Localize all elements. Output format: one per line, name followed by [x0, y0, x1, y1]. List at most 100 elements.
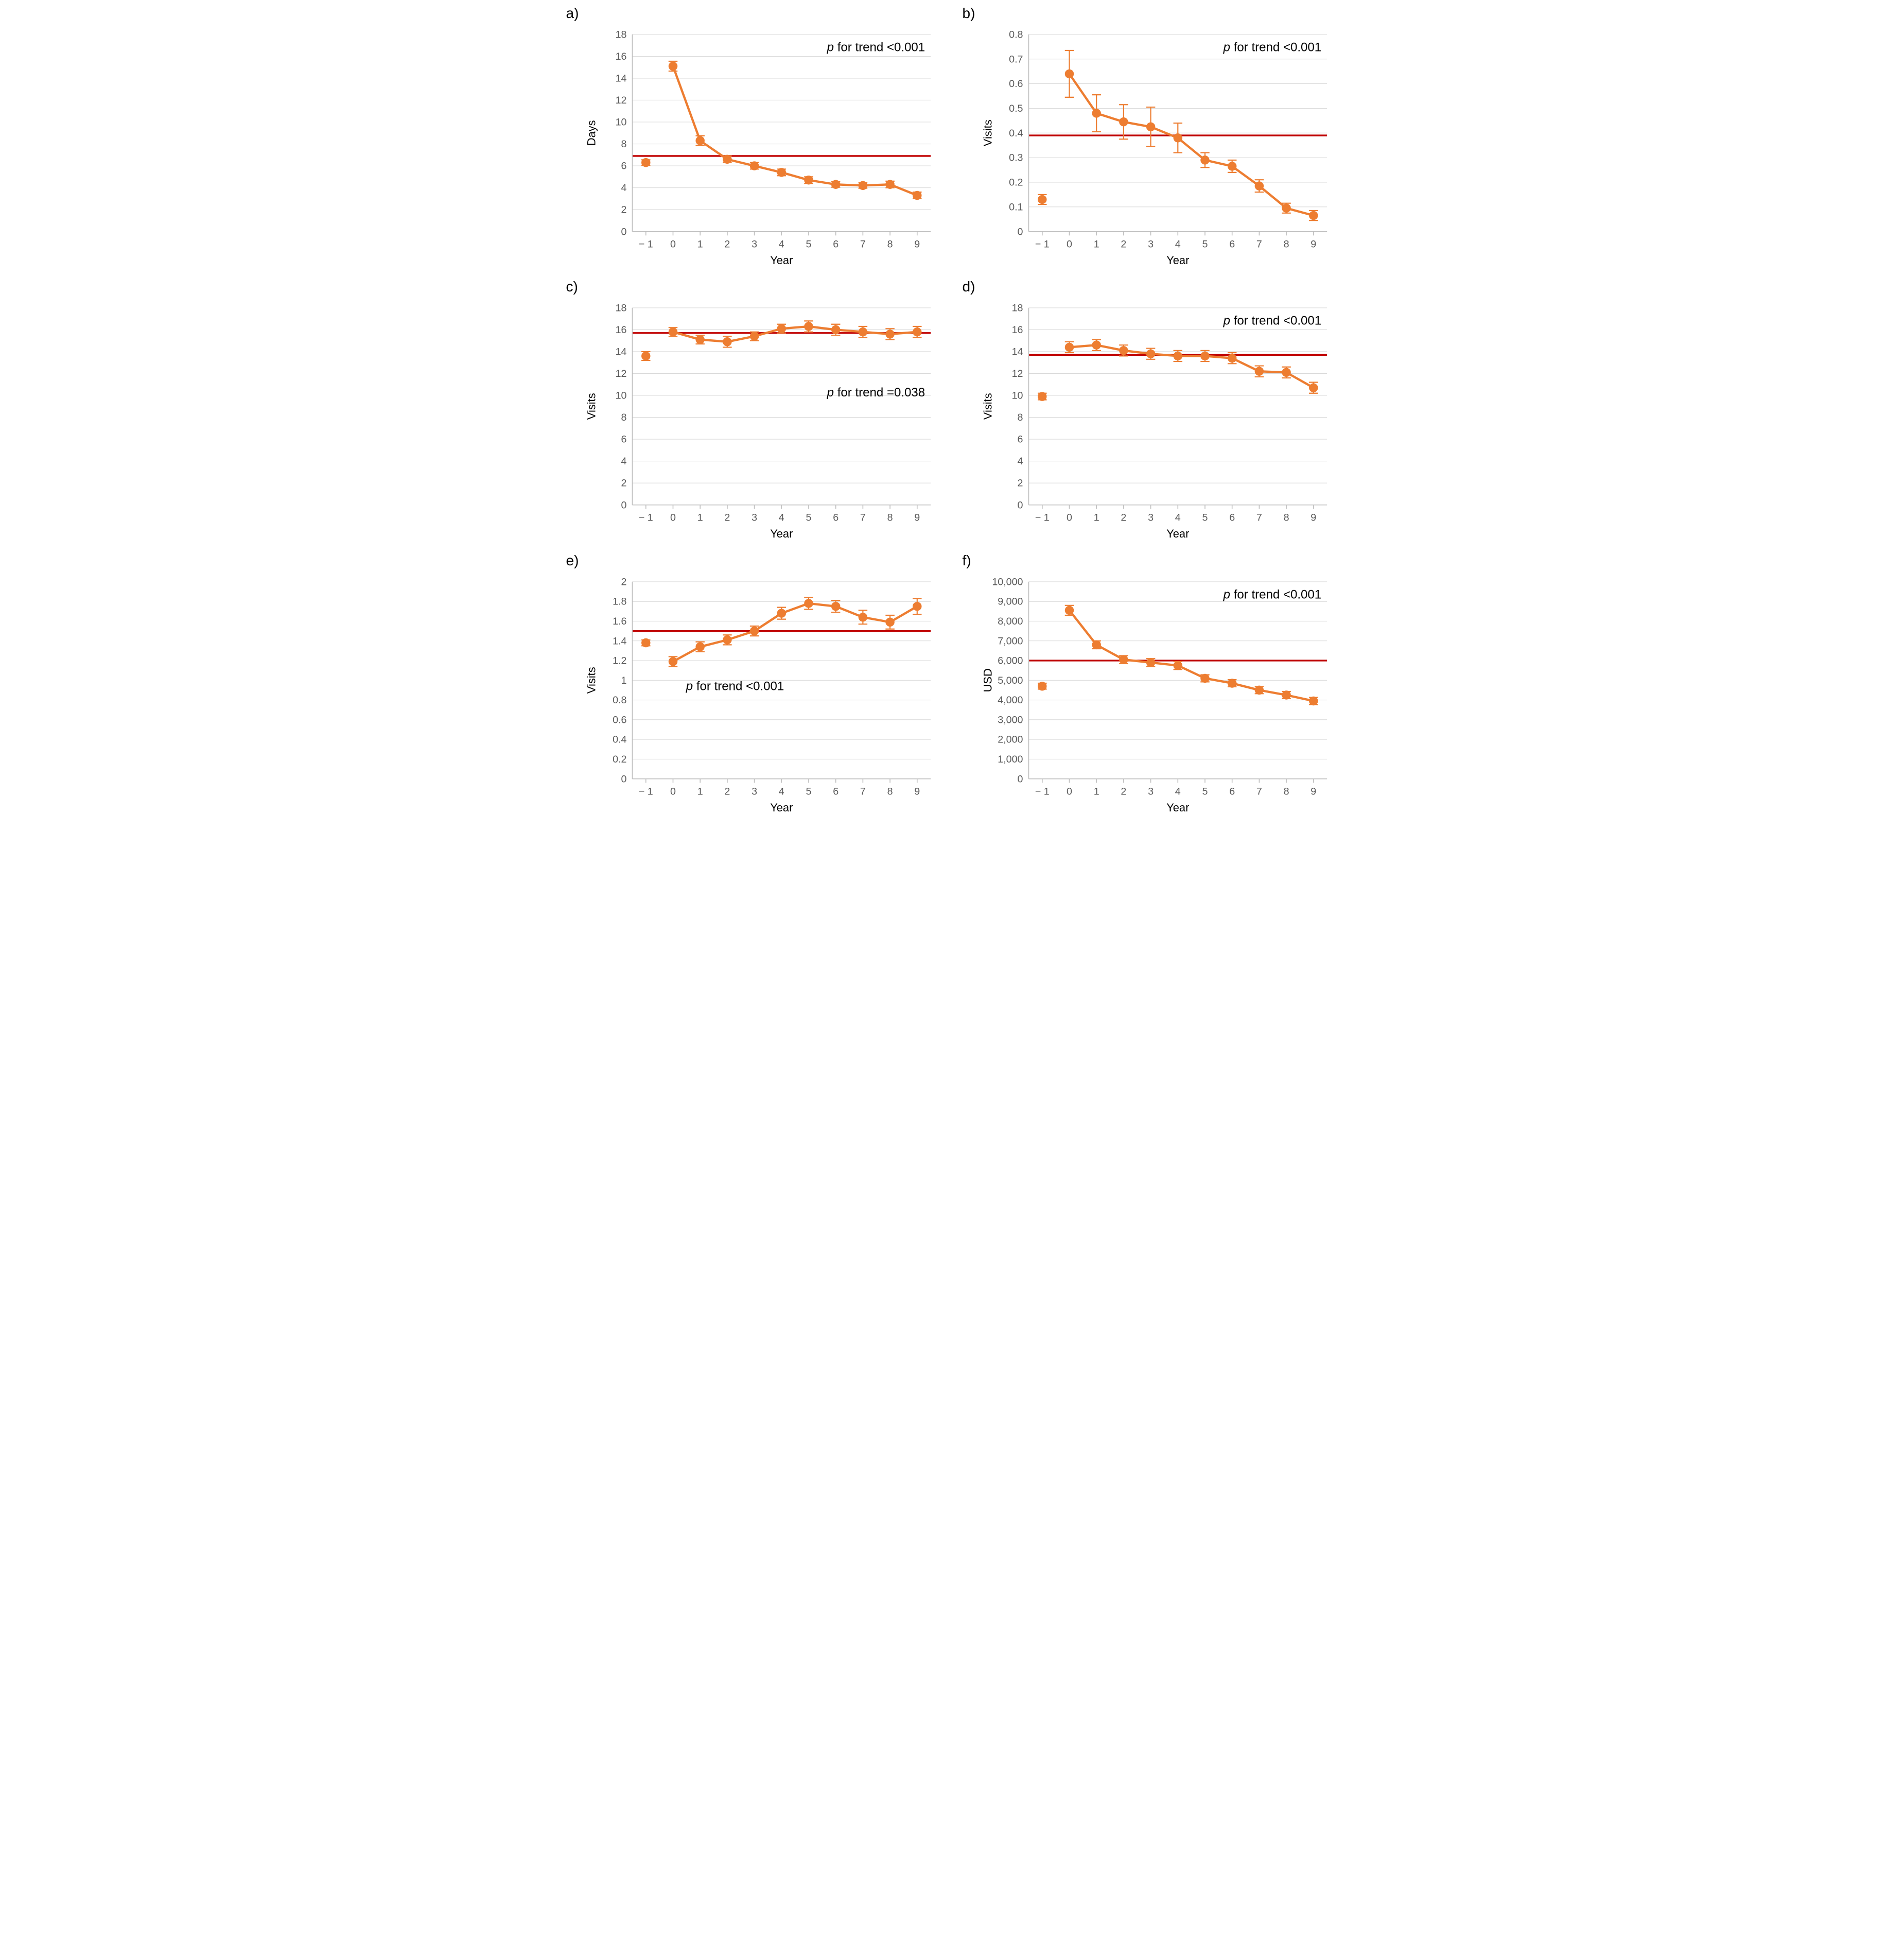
- x-tick-label: − 1: [1035, 238, 1049, 250]
- y-tick-label: 6: [1017, 434, 1023, 445]
- x-tick-label: 2: [724, 786, 730, 797]
- data-marker: [1201, 674, 1209, 682]
- data-marker: [1092, 640, 1100, 648]
- x-tick-label: − 1: [1035, 512, 1049, 524]
- panel-b: b)00.10.20.30.40.50.60.70.8− 10123456789…: [963, 10, 1338, 273]
- x-axis-label: Year: [770, 254, 793, 267]
- x-tick-label: 6: [833, 238, 839, 250]
- data-marker: [859, 613, 866, 621]
- y-tick-label: 0.1: [1009, 201, 1023, 213]
- panel-label: f): [963, 552, 971, 569]
- y-tick-label: 0.2: [1009, 177, 1023, 188]
- data-marker: [1309, 384, 1317, 392]
- data-marker: [750, 333, 758, 340]
- data-marker: [913, 192, 921, 199]
- x-tick-label: 2: [724, 238, 730, 250]
- y-tick-label: 0.4: [1009, 128, 1023, 139]
- data-marker: [1065, 606, 1073, 614]
- x-tick-label: 8: [1283, 512, 1289, 524]
- panel-e: e)00.20.40.60.811.21.41.61.82− 101234567…: [566, 558, 942, 821]
- x-tick-label: 0: [670, 238, 676, 250]
- panel-a: a)024681012141618− 10123456789YearDaysp …: [566, 10, 942, 273]
- chart-a: 024681012141618− 10123456789YearDaysp fo…: [582, 23, 942, 271]
- data-marker: [1146, 659, 1154, 666]
- y-tick-label: 14: [615, 347, 626, 358]
- y-tick-label: 0.6: [613, 714, 626, 725]
- chart-grid: a)024681012141618− 10123456789YearDaysp …: [566, 10, 1338, 821]
- data-marker: [642, 159, 650, 166]
- data-marker: [859, 182, 866, 189]
- y-tick-label: 0.8: [613, 695, 626, 706]
- y-tick-label: 6: [621, 161, 626, 172]
- y-tick-label: 18: [1011, 303, 1023, 314]
- y-tick-label: 8: [621, 138, 626, 150]
- data-marker: [1282, 691, 1290, 699]
- y-tick-label: 1.4: [613, 635, 626, 647]
- y-tick-label: 14: [615, 73, 626, 84]
- x-tick-label: 7: [860, 786, 865, 797]
- data-marker: [1038, 393, 1046, 401]
- y-tick-label: 4: [621, 182, 626, 194]
- x-tick-label: 7: [860, 238, 865, 250]
- y-axis-label: USD: [981, 668, 994, 692]
- y-tick-label: 2: [621, 576, 626, 587]
- y-axis-label: Days: [585, 120, 598, 146]
- data-marker: [750, 162, 758, 169]
- x-tick-label: 3: [752, 786, 757, 797]
- y-tick-label: 3,000: [998, 714, 1023, 725]
- y-axis-label: Visits: [585, 667, 598, 694]
- y-axis-label: Visits: [585, 393, 598, 420]
- data-marker: [1038, 196, 1046, 203]
- p-trend-annotation: p for trend <0.001: [685, 679, 784, 693]
- data-marker: [1092, 341, 1100, 349]
- x-tick-label: 2: [724, 512, 730, 524]
- data-marker: [1146, 123, 1154, 131]
- x-tick-label: 1: [1093, 512, 1099, 524]
- y-tick-label: 7,000: [998, 635, 1023, 647]
- x-tick-label: 5: [1202, 512, 1208, 524]
- x-tick-label: 2: [1121, 512, 1126, 524]
- data-marker: [1174, 661, 1181, 669]
- x-tick-label: 5: [806, 512, 811, 524]
- y-tick-label: 9,000: [998, 596, 1023, 607]
- x-tick-label: 0: [1067, 238, 1072, 250]
- y-tick-label: 4: [621, 456, 626, 467]
- y-tick-label: 10: [1011, 390, 1023, 402]
- data-marker: [1255, 182, 1263, 190]
- y-tick-label: 16: [615, 324, 626, 336]
- data-marker: [1201, 156, 1209, 164]
- x-tick-label: 4: [778, 786, 784, 797]
- data-marker: [1120, 118, 1127, 126]
- x-tick-label: − 1: [1035, 786, 1049, 797]
- chart-f: 01,0002,0003,0004,0005,0006,0007,0008,00…: [978, 570, 1338, 818]
- data-marker: [1309, 212, 1317, 219]
- x-tick-label: − 1: [638, 238, 653, 250]
- x-tick-label: 4: [1175, 512, 1180, 524]
- panel-c: c)024681012141618− 10123456789YearVisits…: [566, 284, 942, 547]
- x-tick-label: 1: [1093, 238, 1099, 250]
- data-marker: [696, 336, 704, 343]
- data-marker: [1228, 162, 1236, 170]
- y-axis-label: Visits: [981, 119, 994, 146]
- x-tick-label: 7: [860, 512, 865, 524]
- x-tick-label: 9: [1311, 238, 1316, 250]
- data-marker: [832, 602, 840, 610]
- x-tick-label: 8: [887, 512, 893, 524]
- p-trend-annotation: p for trend <0.001: [826, 41, 925, 55]
- x-tick-label: − 1: [638, 512, 653, 524]
- data-marker: [1255, 686, 1263, 694]
- p-trend-annotation: p for trend <0.001: [1222, 314, 1321, 328]
- x-tick-label: 6: [833, 786, 839, 797]
- data-marker: [669, 62, 676, 70]
- y-tick-label: 0.3: [1009, 152, 1023, 164]
- x-tick-label: 2: [1121, 238, 1126, 250]
- series-line: [673, 326, 917, 342]
- panel-label: d): [963, 279, 975, 295]
- p-trend-annotation: p for trend =0.038: [826, 386, 925, 400]
- y-tick-label: 18: [615, 29, 626, 40]
- x-tick-label: 0: [670, 512, 676, 524]
- y-tick-label: 2: [621, 204, 626, 216]
- y-tick-label: 1,000: [998, 753, 1023, 765]
- y-tick-label: 12: [1011, 368, 1023, 379]
- y-tick-label: 4,000: [998, 695, 1023, 706]
